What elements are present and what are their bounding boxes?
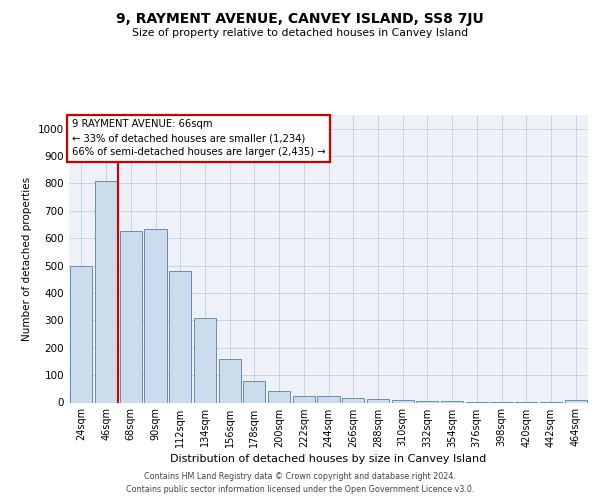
- Bar: [169, 271, 191, 402]
- X-axis label: Distribution of detached houses by size in Canvey Island: Distribution of detached houses by size …: [170, 454, 487, 464]
- Bar: [416, 400, 439, 402]
- Bar: [392, 400, 414, 402]
- Bar: [293, 396, 315, 402]
- Bar: [565, 400, 587, 402]
- Bar: [342, 398, 364, 402]
- Bar: [145, 228, 167, 402]
- Y-axis label: Number of detached properties: Number of detached properties: [22, 176, 32, 341]
- Bar: [70, 266, 92, 402]
- Text: 9 RAYMENT AVENUE: 66sqm
← 33% of detached houses are smaller (1,234)
66% of semi: 9 RAYMENT AVENUE: 66sqm ← 33% of detache…: [71, 120, 325, 158]
- Text: 9, RAYMENT AVENUE, CANVEY ISLAND, SS8 7JU: 9, RAYMENT AVENUE, CANVEY ISLAND, SS8 7J…: [116, 12, 484, 26]
- Bar: [119, 232, 142, 402]
- Bar: [194, 318, 216, 402]
- Bar: [317, 396, 340, 402]
- Bar: [218, 358, 241, 403]
- Text: Contains HM Land Registry data © Crown copyright and database right 2024.
Contai: Contains HM Land Registry data © Crown c…: [126, 472, 474, 494]
- Text: Size of property relative to detached houses in Canvey Island: Size of property relative to detached ho…: [132, 28, 468, 38]
- Bar: [268, 390, 290, 402]
- Bar: [441, 401, 463, 402]
- Bar: [367, 399, 389, 402]
- Bar: [95, 180, 117, 402]
- Bar: [243, 380, 265, 402]
